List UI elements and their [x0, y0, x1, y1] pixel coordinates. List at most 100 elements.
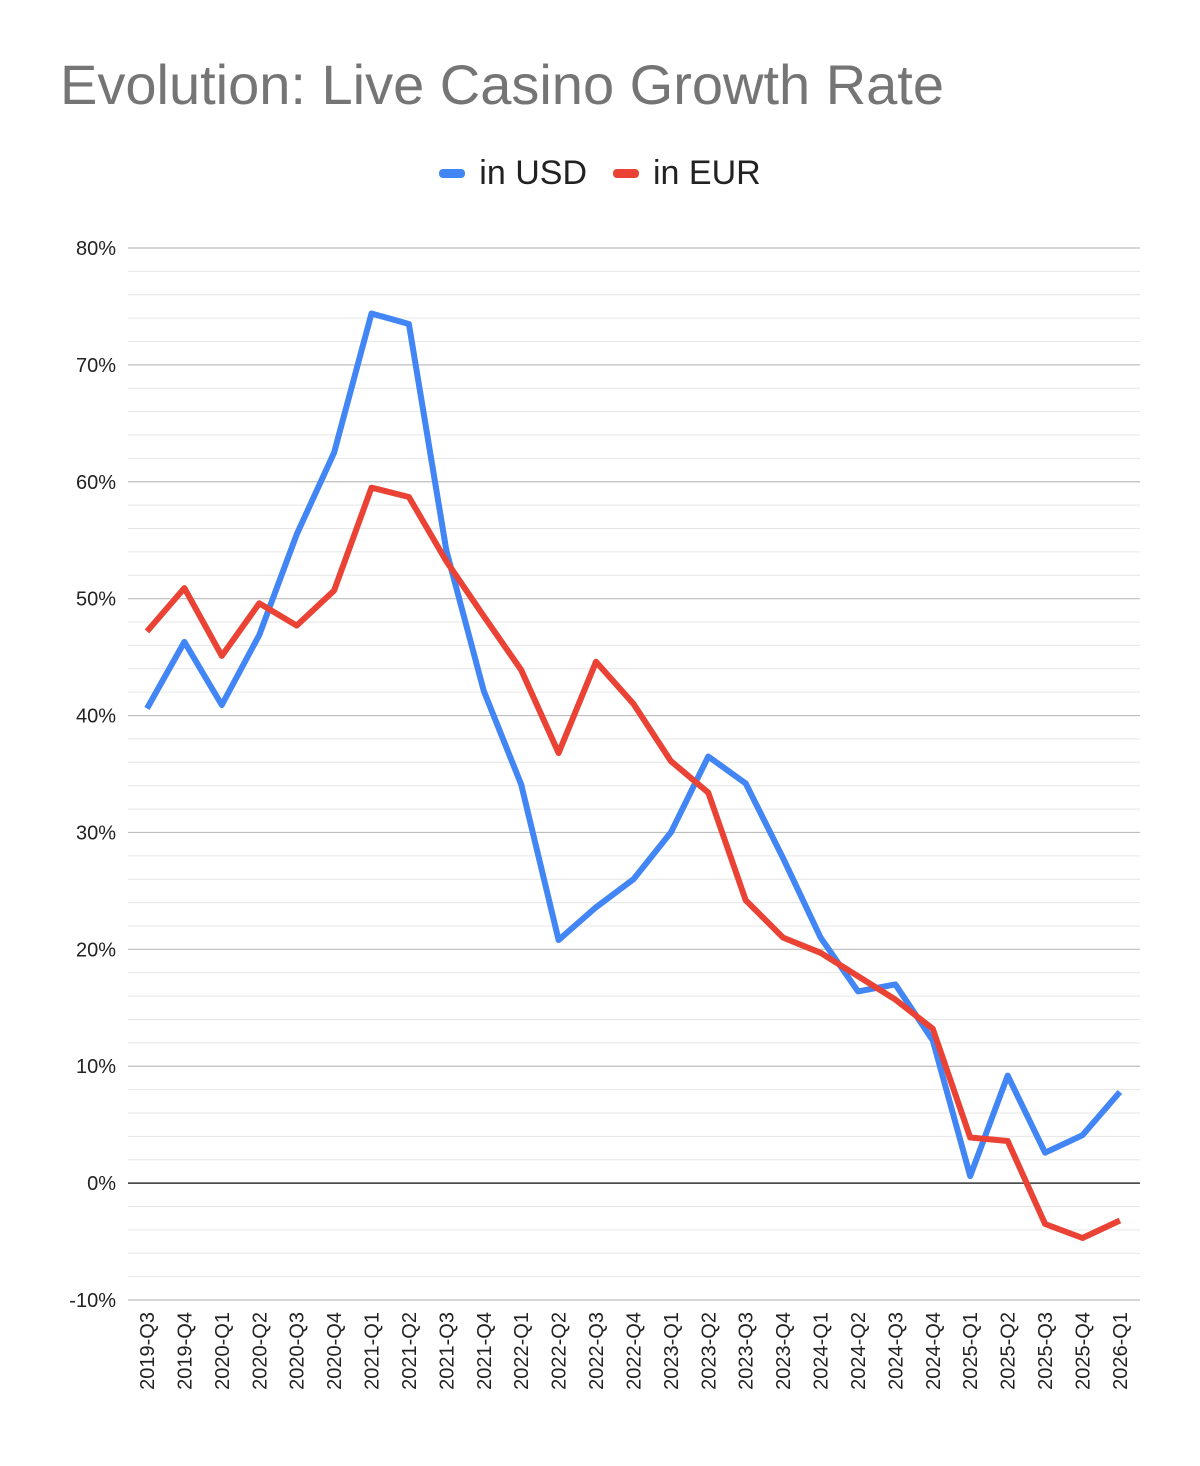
y-tick-label: 80%: [76, 238, 116, 260]
x-tick-label: 2025-Q2: [998, 1312, 1020, 1390]
data-point-eur[interactable]: [180, 584, 188, 592]
x-tick-label: 2024-Q3: [885, 1312, 907, 1390]
x-tick-label: 2024-Q4: [923, 1312, 945, 1390]
data-point-usd[interactable]: [1079, 1131, 1087, 1139]
data-point-eur[interactable]: [218, 652, 226, 660]
data-point-eur[interactable]: [966, 1134, 974, 1142]
x-tick-label: 2020-Q2: [249, 1312, 271, 1390]
y-tick-label: 50%: [76, 589, 116, 611]
data-point-eur[interactable]: [143, 627, 151, 635]
data-point-usd[interactable]: [966, 1172, 974, 1180]
x-tick-label: 2022-Q3: [586, 1312, 608, 1390]
legend-item-eur[interactable]: in EUR: [613, 154, 761, 193]
data-point-eur[interactable]: [929, 1025, 937, 1033]
data-point-usd[interactable]: [629, 875, 637, 883]
x-tick-label: 2020-Q4: [324, 1312, 346, 1390]
x-tick-label: 2023-Q4: [773, 1312, 795, 1390]
data-point-usd[interactable]: [817, 934, 825, 942]
data-point-usd[interactable]: [592, 903, 600, 911]
x-tick-label: 2022-Q2: [549, 1312, 571, 1390]
data-point-eur[interactable]: [592, 658, 600, 666]
data-point-usd[interactable]: [180, 638, 188, 646]
x-tick-label: 2020-Q1: [212, 1312, 234, 1390]
x-tick-label: 2020-Q3: [287, 1312, 309, 1390]
x-axis-ticks: 2019-Q3 2019-Q4 2020-Q1 2020-Q2 2020-Q3 2020-…: [137, 1312, 1132, 1390]
data-point-usd[interactable]: [779, 854, 787, 862]
data-point-eur[interactable]: [1004, 1137, 1012, 1145]
data-point-eur[interactable]: [442, 557, 450, 565]
data-point-eur[interactable]: [1079, 1234, 1087, 1242]
data-point-eur[interactable]: [1041, 1220, 1049, 1228]
x-tick-label: 2023-Q1: [661, 1312, 683, 1390]
series-line-usd[interactable]: [144, 310, 1123, 1180]
data-point-usd[interactable]: [667, 828, 675, 836]
x-tick-label: 2021-Q1: [362, 1312, 384, 1390]
legend-swatch-eur: [613, 169, 639, 178]
data-point-eur[interactable]: [517, 666, 525, 674]
y-tick-label: 30%: [76, 822, 116, 844]
data-point-eur[interactable]: [742, 896, 750, 904]
data-point-usd[interactable]: [405, 320, 413, 328]
x-tick-label: 2025-Q1: [960, 1312, 982, 1390]
data-point-eur[interactable]: [293, 622, 301, 630]
data-point-usd[interactable]: [555, 936, 563, 944]
x-tick-label: 2024-Q2: [848, 1312, 870, 1390]
y-tick-label: 20%: [76, 939, 116, 961]
data-point-usd[interactable]: [143, 705, 151, 713]
chart-title: Evolution: Live Casino Growth Rate: [60, 53, 944, 116]
data-point-usd[interactable]: [293, 530, 301, 538]
data-point-eur[interactable]: [1116, 1217, 1124, 1225]
x-tick-label: 2022-Q1: [511, 1312, 533, 1390]
data-point-usd[interactable]: [854, 987, 862, 995]
data-point-eur[interactable]: [368, 484, 376, 492]
y-tick-label: 70%: [76, 355, 116, 377]
x-tick-label: 2019-Q4: [174, 1312, 196, 1390]
x-tick-label: 2025-Q4: [1073, 1312, 1095, 1390]
data-point-eur[interactable]: [330, 586, 338, 594]
legend-item-usd[interactable]: in USD: [439, 154, 587, 193]
x-tick-label: 2021-Q3: [436, 1312, 458, 1390]
x-tick-label: 2019-Q3: [137, 1312, 159, 1390]
x-tick-label: 2025-Q3: [1035, 1312, 1057, 1390]
x-tick-label: 2026-Q1: [1110, 1312, 1132, 1390]
data-point-eur[interactable]: [405, 493, 413, 501]
data-point-eur[interactable]: [704, 789, 712, 797]
data-point-eur[interactable]: [555, 749, 563, 757]
data-point-usd[interactable]: [218, 701, 226, 709]
data-point-eur[interactable]: [891, 996, 899, 1004]
x-tick-label: 2021-Q2: [399, 1312, 421, 1390]
data-point-eur[interactable]: [629, 700, 637, 708]
data-point-usd[interactable]: [1004, 1072, 1012, 1080]
data-point-eur[interactable]: [667, 757, 675, 765]
data-point-usd[interactable]: [517, 781, 525, 789]
data-point-eur[interactable]: [255, 599, 263, 607]
x-tick-label: 2022-Q4: [623, 1312, 645, 1390]
data-point-usd[interactable]: [891, 980, 899, 988]
data-point-usd[interactable]: [1041, 1149, 1049, 1157]
y-tick-label: 60%: [76, 472, 116, 494]
legend-label-eur: in EUR: [653, 154, 761, 192]
data-point-usd[interactable]: [742, 779, 750, 787]
data-point-usd[interactable]: [255, 631, 263, 639]
y-tick-label: 10%: [76, 1056, 116, 1078]
data-point-usd[interactable]: [368, 309, 376, 317]
x-tick-label: 2021-Q4: [474, 1312, 496, 1390]
data-point-usd[interactable]: [1116, 1088, 1124, 1096]
y-tick-label: -10%: [69, 1290, 116, 1312]
series-line-eur[interactable]: [144, 484, 1122, 1241]
data-point-eur[interactable]: [817, 949, 825, 957]
data-point-eur[interactable]: [779, 934, 787, 942]
data-point-eur[interactable]: [854, 972, 862, 980]
data-point-eur[interactable]: [480, 612, 488, 620]
data-point-usd[interactable]: [330, 449, 338, 457]
legend-swatch-usd: [439, 169, 466, 178]
y-tick-label: 40%: [76, 706, 116, 728]
gridlines: [128, 247, 1140, 1301]
y-axis-ticks: -10% 0% 10% 20% 30% 40% 50% 60% 70% 80%: [69, 238, 116, 1312]
data-point-usd[interactable]: [480, 687, 488, 695]
x-tick-label: 2023-Q2: [698, 1312, 720, 1390]
data-point-usd[interactable]: [704, 752, 712, 760]
legend-label-usd: in USD: [479, 154, 587, 192]
chart-legend: in USD in EUR: [0, 154, 1200, 193]
